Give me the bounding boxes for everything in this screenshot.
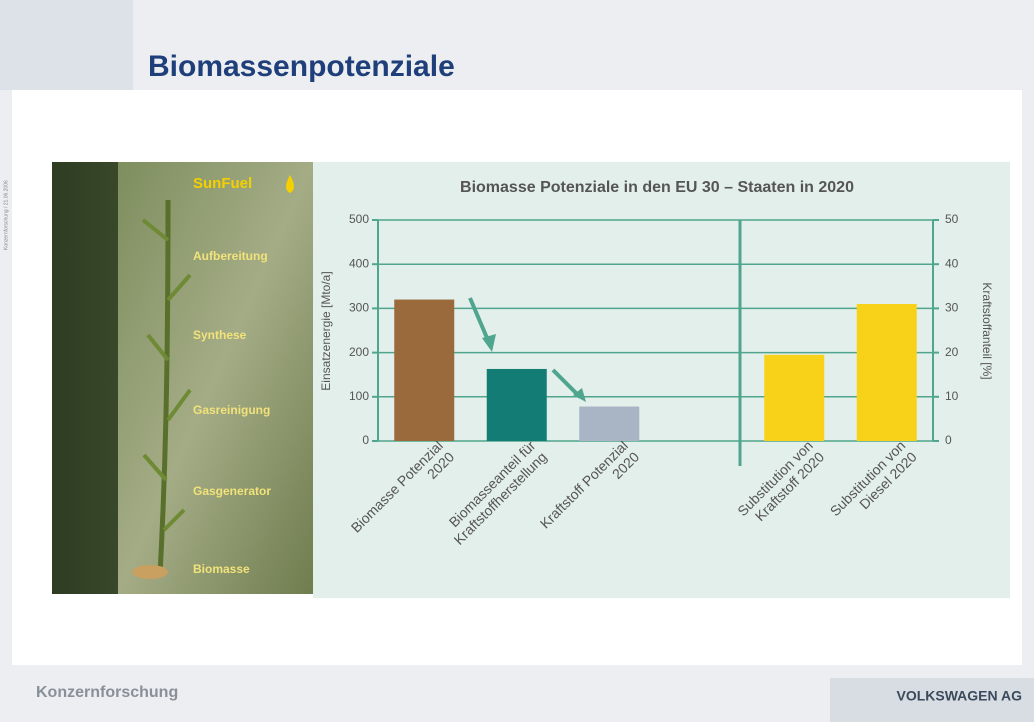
flow-arrowhead — [482, 334, 496, 352]
chart-title: Biomasse Potenziale in den EU 30 – Staat… — [460, 179, 854, 196]
stage-label: Synthese — [193, 328, 247, 342]
image-panel-light — [118, 162, 313, 594]
y-tick-label: 300 — [349, 301, 369, 315]
footer-left: Konzernforschung — [36, 684, 178, 701]
stage-label: Gasgenerator — [193, 484, 271, 498]
y-tick-label: 200 — [349, 345, 369, 359]
bar — [856, 303, 917, 441]
y-axis-label: Einsatzenergie [Mto/a] — [319, 271, 333, 390]
bar — [486, 368, 547, 441]
flow-arrow — [551, 368, 582, 399]
y-tick-label: 500 — [349, 212, 369, 226]
y2-tick-label: 30 — [945, 301, 959, 315]
fuel-drop — [286, 175, 294, 193]
plant-stem — [157, 199, 171, 576]
bar — [764, 354, 825, 441]
bar — [579, 406, 640, 441]
y2-tick-label: 20 — [945, 345, 959, 359]
root — [132, 565, 168, 579]
y2-tick-label: 40 — [945, 256, 959, 270]
stage-label: Biomasse — [193, 562, 250, 576]
stage-label: Aufbereitung — [193, 249, 268, 263]
y2-tick-label: 10 — [945, 389, 959, 403]
footer-box — [830, 678, 1034, 722]
y-tick-label: 400 — [349, 256, 369, 270]
flow-arrowhead — [573, 388, 586, 402]
y2-axis-label: Kraftstoffanteil [%] — [980, 282, 994, 379]
footer-right: VOLKSWAGEN AG — [897, 688, 1023, 704]
y2-tick-label: 0 — [945, 433, 952, 447]
y2-tick-label: 50 — [945, 212, 959, 226]
bar — [394, 299, 455, 441]
y-tick-label: 0 — [362, 433, 369, 447]
stage-label: SunFuel — [193, 175, 252, 192]
side-note: Konzernforschung / 21.06.2006 — [3, 180, 9, 250]
y-tick-label: 100 — [349, 389, 369, 403]
stage-label: Gasreinigung — [193, 403, 270, 417]
slide-title: Biomassenpotenziale — [148, 50, 455, 83]
plant-leaves — [141, 218, 192, 532]
corner-band — [0, 0, 133, 90]
